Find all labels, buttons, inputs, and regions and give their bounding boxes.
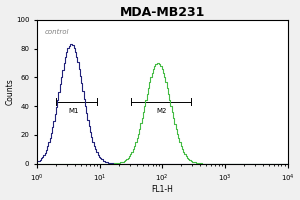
Title: MDA-MB231: MDA-MB231 <box>120 6 205 19</box>
X-axis label: FL1-H: FL1-H <box>152 185 173 194</box>
Y-axis label: Counts: Counts <box>6 78 15 105</box>
Text: control: control <box>44 29 69 35</box>
Text: M1: M1 <box>68 108 79 114</box>
Text: M2: M2 <box>156 108 166 114</box>
